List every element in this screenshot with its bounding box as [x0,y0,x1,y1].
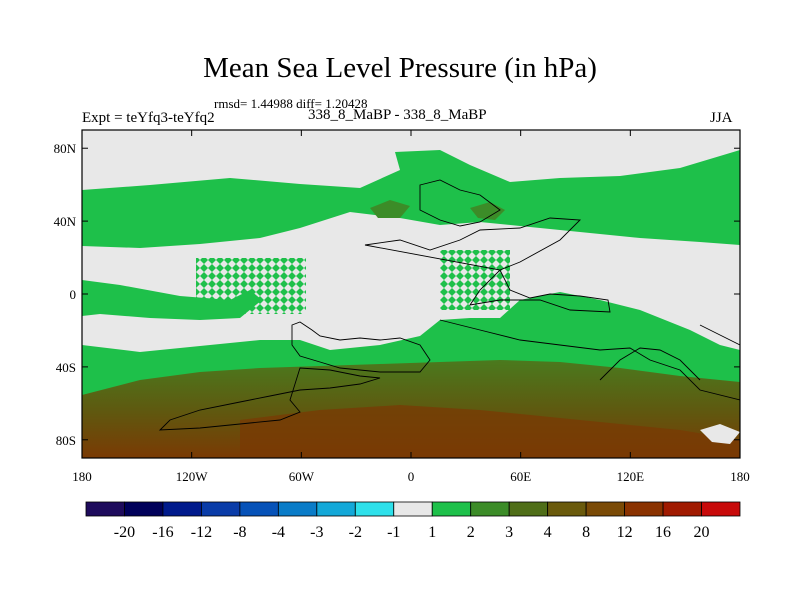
lat-tick-label: 0 [70,287,77,302]
north-darkgreen-patch [370,200,410,218]
lon-tick-label: 0 [408,469,415,484]
antarctic-white-patch [700,424,740,444]
stats-line: rmsd= 1.44988 diff= 1.20428 [214,96,368,111]
colorbar: -20 -16 -12 -8 -4 -3 -2 -1 1 2 3 4 8 12 16 20 [85,501,741,541]
axis-ticks: 80N 40N 0 40S 80S 180 120W 60W 0 60E 120E 180 [54,130,750,484]
colorbar-label: 3 [505,524,513,541]
lon-tick-label: 180 [72,469,92,484]
colorbar-swatch [701,501,741,517]
colorbar-swatch [393,501,433,517]
colorbar-swatch [316,501,356,517]
colorbar-swatch [547,501,587,517]
colorbar-label: -4 [272,524,285,541]
colorbar-label: -3 [310,524,323,541]
map-field [82,150,740,458]
colorbar-swatch [585,501,625,517]
colorbar-swatch [124,501,164,517]
colorbar-swatch [470,501,510,517]
colorbar-label: 1 [428,524,436,541]
colorbar-label: -1 [387,524,400,541]
colorbar-label: -2 [349,524,362,541]
colorbar-swatch [662,501,702,517]
lat-tick-label: 80N [54,141,77,156]
lat-tick-label: 40S [56,360,76,375]
coastlines [158,179,740,431]
lon-tick-label: 120E [617,469,645,484]
north-green-band [82,150,740,248]
equatorial-hatch-region [196,258,306,314]
colorbar-label: -20 [114,524,135,541]
colorbar-label: 4 [544,524,552,541]
lon-tick-label: 120W [176,469,209,484]
north-darkgreen-patch-2 [470,202,505,220]
colorbar-swatch [508,501,549,517]
colorbar-swatch [239,501,279,517]
colorbar-label: 20 [694,524,710,541]
map-title: Mean Sea Level Pressure (in hPa) [203,52,597,84]
colorbar-label: 2 [467,524,475,541]
case-label: 338_8_MaBP - 338_8_MaBP [308,107,487,123]
africa-hatch-region [440,250,510,310]
south-deep-brown [240,405,740,458]
colorbar-label: -8 [233,524,246,541]
colorbar-swatch [277,501,318,517]
lon-tick-label: 60W [289,469,315,484]
colorbar-label: -12 [191,524,212,541]
lat-tick-label: 40N [54,214,77,229]
lat-tick-label: 80S [56,433,76,448]
colorbar-swatch [431,501,472,517]
colorbar-swatch [85,501,125,517]
season-label: JJA [710,110,733,126]
colorbar-label: 12 [617,524,633,541]
lon-tick-label: 180 [730,469,750,484]
colorbar-swatch [162,501,202,517]
lon-tick-label: 60E [510,469,531,484]
colorbar-swatch [624,501,664,517]
colorbar-label: 16 [655,524,671,541]
colorbar-label: 8 [582,524,590,541]
experiment-label: Expt = teYfq3-teYfq2 [82,110,215,126]
colorbar-swatch [354,501,395,517]
colorbar-swatch [201,501,241,517]
colorbar-label: -16 [152,524,173,541]
